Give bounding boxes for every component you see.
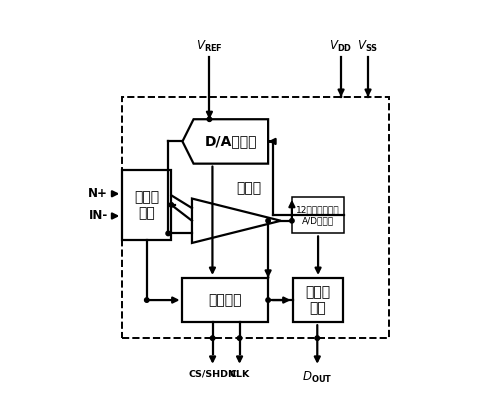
Text: $D_\mathregular{OUT}$: $D_\mathregular{OUT}$ bbox=[302, 370, 332, 385]
Text: D/A转换器: D/A转换器 bbox=[205, 134, 257, 148]
Bar bbox=[294, 278, 343, 322]
Text: $V_\mathregular{SS}$: $V_\mathregular{SS}$ bbox=[357, 39, 379, 54]
Circle shape bbox=[290, 218, 294, 223]
Polygon shape bbox=[182, 119, 268, 164]
Text: $V_\mathregular{REF}$: $V_\mathregular{REF}$ bbox=[196, 39, 223, 54]
Circle shape bbox=[144, 298, 149, 302]
Circle shape bbox=[207, 117, 211, 122]
Polygon shape bbox=[192, 199, 281, 243]
Text: IN-: IN- bbox=[88, 209, 108, 222]
Text: 12位逐次逼近型
A/D转换器: 12位逐次逼近型 A/D转换器 bbox=[296, 206, 340, 225]
Bar bbox=[122, 170, 172, 240]
Circle shape bbox=[266, 298, 270, 302]
Text: CS/SHDN: CS/SHDN bbox=[189, 370, 237, 379]
Circle shape bbox=[315, 336, 319, 340]
Text: 采样和
保持: 采样和 保持 bbox=[134, 190, 159, 220]
Bar bbox=[122, 97, 389, 338]
Text: 控制逻辑: 控制逻辑 bbox=[208, 293, 242, 307]
Text: 比较器: 比较器 bbox=[237, 181, 261, 195]
Circle shape bbox=[210, 336, 215, 340]
Circle shape bbox=[237, 336, 242, 340]
Bar bbox=[292, 197, 344, 234]
Circle shape bbox=[266, 218, 270, 223]
Text: $V_\mathregular{DD}$: $V_\mathregular{DD}$ bbox=[330, 39, 353, 54]
Circle shape bbox=[169, 203, 174, 207]
Circle shape bbox=[166, 231, 171, 236]
Text: CLK: CLK bbox=[229, 370, 250, 379]
Text: 移位寄
存器: 移位寄 存器 bbox=[306, 285, 330, 315]
Bar bbox=[182, 278, 268, 322]
Text: N+: N+ bbox=[88, 187, 108, 200]
